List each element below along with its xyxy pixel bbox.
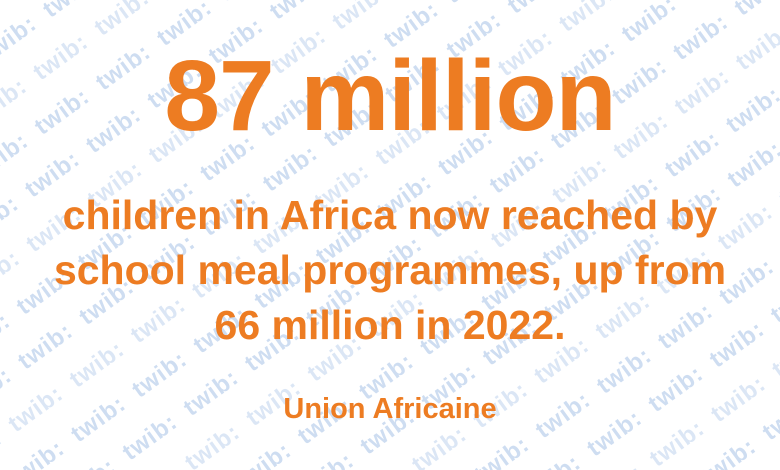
source-attribution: Union Africaine — [283, 393, 497, 425]
description-line-2: school meal programmes, up from — [53, 247, 727, 293]
description-line-1: children in Africa now reached by — [62, 192, 718, 238]
card-content: 87 million children in Africa now reache… — [0, 40, 780, 426]
headline-statistic: 87 million — [164, 40, 616, 152]
description-line-3: 66 million in 2022. — [214, 302, 566, 348]
statistic-description: children in Africa now reached by school… — [0, 188, 780, 353]
